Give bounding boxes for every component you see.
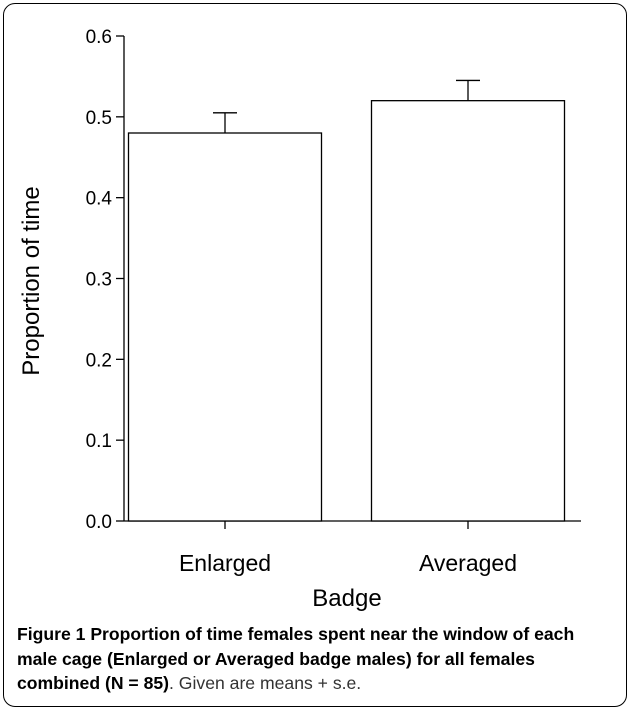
caption-text: . Given are means + s.e. <box>169 673 362 693</box>
bar-enlarged <box>127 132 323 522</box>
y-tick-label: 0.6 <box>86 27 112 48</box>
x-axis-label: Badge <box>312 585 381 612</box>
x-tick-label: Averaged <box>419 550 517 576</box>
y-tick-label: 0.2 <box>86 350 112 371</box>
y-tick-label: 0.3 <box>86 270 112 291</box>
caption-title: Figure 1 Proportion of time females spen… <box>17 624 575 693</box>
y-tick-label: 0.5 <box>86 108 112 129</box>
figure-frame: 0.0 0.1 0.2 0.3 0.4 0.5 0.6 Enlarged Averaged P… <box>3 3 627 707</box>
y-tick-label: 0.4 <box>86 189 113 210</box>
bar-chart: 0.0 0.1 0.2 0.3 0.4 0.5 0.6 Enlarged Averaged P… <box>18 27 581 612</box>
y-axis: 0.0 0.1 0.2 0.3 0.4 0.5 0.6 <box>86 27 125 533</box>
y-tick-label: 0.0 <box>86 512 112 533</box>
bars <box>127 79 566 522</box>
y-tick-label: 0.1 <box>86 431 112 452</box>
y-axis-label: Proportion of time <box>18 186 45 375</box>
x-tick-label: Enlarged <box>179 550 271 576</box>
figure-caption: Figure 1 Proportion of time females spen… <box>17 622 617 696</box>
bar-averaged <box>370 100 566 522</box>
x-axis: Enlarged Averaged <box>124 520 581 576</box>
